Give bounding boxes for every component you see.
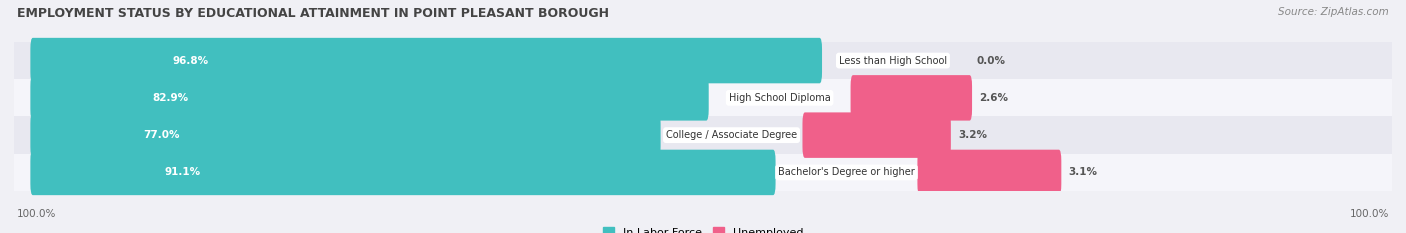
Text: 3.2%: 3.2% [959,130,987,140]
FancyBboxPatch shape [31,75,709,121]
FancyBboxPatch shape [803,112,950,158]
Text: Bachelor's Degree or higher: Bachelor's Degree or higher [778,168,915,177]
FancyBboxPatch shape [851,75,972,121]
Legend: In Labor Force, Unemployed: In Labor Force, Unemployed [598,223,808,233]
Text: Source: ZipAtlas.com: Source: ZipAtlas.com [1278,7,1389,17]
FancyBboxPatch shape [918,150,1062,195]
Bar [14,42,1392,79]
Bar [14,79,1392,116]
FancyBboxPatch shape [31,150,776,195]
Bar [14,116,1392,154]
Text: 0.0%: 0.0% [976,56,1005,65]
Text: 82.9%: 82.9% [152,93,188,103]
Text: 2.6%: 2.6% [980,93,1008,103]
FancyBboxPatch shape [31,38,823,83]
Text: Less than High School: Less than High School [839,56,948,65]
Text: High School Diploma: High School Diploma [728,93,831,103]
Bar [14,154,1392,191]
Text: 77.0%: 77.0% [143,130,180,140]
Text: 96.8%: 96.8% [173,56,208,65]
FancyBboxPatch shape [31,112,661,158]
Text: EMPLOYMENT STATUS BY EDUCATIONAL ATTAINMENT IN POINT PLEASANT BOROUGH: EMPLOYMENT STATUS BY EDUCATIONAL ATTAINM… [17,7,609,20]
Text: College / Associate Degree: College / Associate Degree [666,130,797,140]
Text: 100.0%: 100.0% [17,209,56,219]
Text: 3.1%: 3.1% [1069,168,1098,177]
Text: 91.1%: 91.1% [165,168,200,177]
Text: 100.0%: 100.0% [1350,209,1389,219]
